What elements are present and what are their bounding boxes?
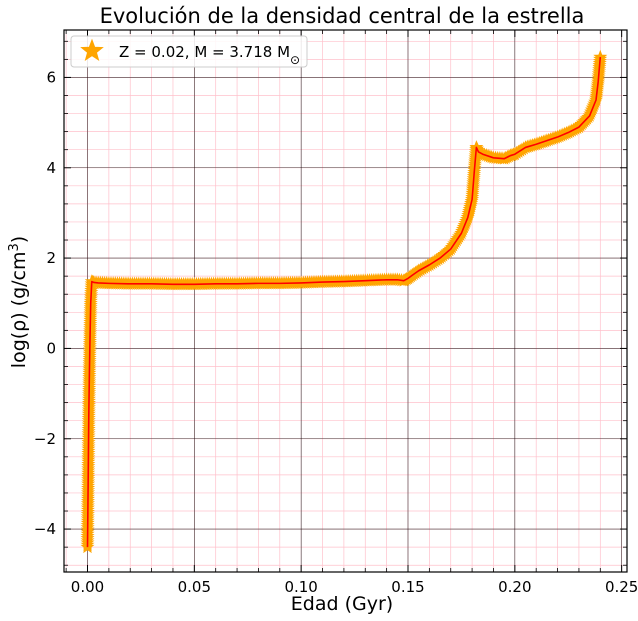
y-axis-label-close: ): [8, 236, 30, 243]
x-tick-label: 0.10: [284, 578, 317, 596]
y-tick-label: −4: [34, 520, 56, 538]
series-layer: [80, 49, 608, 554]
x-tick-label: 0.05: [178, 578, 211, 596]
y-tick-label: −2: [34, 430, 56, 448]
y-axis-label-superscript: 3: [7, 243, 22, 251]
legend-star-marker: [80, 38, 104, 62]
x-tick-label: 0.15: [391, 578, 424, 596]
y-tick-label: 2: [46, 249, 56, 267]
tick-labels: 0.00 0.05 0.10 0.15 0.20 0.25 −4 −2 0 2 4 6: [34, 68, 638, 596]
legend-label: Z = 0.02, M = 3.718 M⊙: [119, 43, 300, 67]
series-line: [86, 57, 602, 548]
y-tick-label: 6: [46, 68, 56, 86]
x-tick-label: 0.20: [498, 578, 531, 596]
legend-label-main: Z = 0.02, M = 3.718 M: [119, 43, 290, 61]
legend: Z = 0.02, M = 3.718 M⊙: [70, 35, 308, 68]
y-axis-label: log(ρ) (g/cm3): [7, 236, 31, 368]
chart-title: Evolución de la densidad central de la e…: [100, 4, 585, 28]
x-tick-label: 0.00: [71, 578, 104, 596]
y-axis-label-main: log(ρ) (g/cm: [8, 251, 30, 368]
y-tick-label: 0: [46, 339, 56, 357]
x-axis-label: Edad (Gyr): [291, 593, 393, 615]
legend-label-sub: ⊙: [290, 53, 300, 67]
y-tick-label: 4: [46, 159, 56, 177]
legend-box: [70, 35, 308, 68]
plot-frame: [63, 29, 628, 573]
x-tick-label: 0.25: [605, 578, 638, 596]
